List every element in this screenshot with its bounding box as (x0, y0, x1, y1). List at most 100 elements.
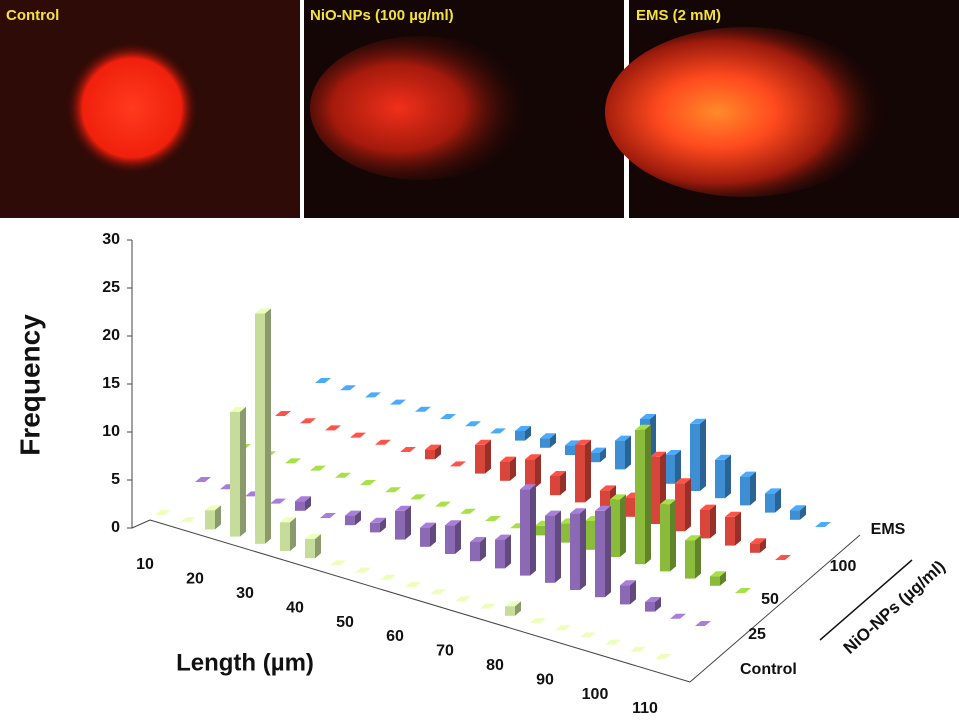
bar (380, 575, 396, 580)
bar (815, 522, 831, 527)
bar-side (695, 535, 701, 578)
bar (325, 425, 341, 430)
bar-front (685, 540, 695, 578)
bar-top (485, 516, 501, 521)
bar (790, 505, 806, 520)
bar-side (485, 440, 491, 474)
bar (595, 506, 611, 597)
panel-label: NiO-NPs (100 µg/ml) (310, 7, 454, 24)
bar (280, 517, 296, 551)
x-tick-label: 70 (436, 643, 454, 660)
bar-side (750, 472, 756, 506)
figure: Control NiO-NPs (100 µg/ml) EMS (2 mM) F… (0, 0, 959, 717)
x-tick-label: 10 (136, 556, 154, 573)
bar-front (645, 602, 655, 612)
bar-top (275, 411, 291, 416)
bar-front (230, 412, 240, 537)
bar (630, 647, 646, 652)
bar-top (410, 494, 426, 499)
bar-top (340, 385, 356, 390)
x-tick-label: 30 (236, 585, 254, 602)
bar-top (695, 621, 711, 626)
bar (375, 440, 391, 445)
bar-top (385, 487, 401, 492)
bar-front (585, 521, 595, 550)
bar (530, 618, 546, 623)
bar (505, 601, 521, 616)
bar-front (520, 489, 530, 575)
bar-side (700, 419, 706, 491)
bar (470, 537, 486, 561)
bar-top (270, 499, 286, 504)
bar-front (790, 510, 800, 520)
bar (350, 433, 366, 438)
x-axis-title: Length (µm) (176, 649, 314, 676)
bar-front (765, 493, 775, 512)
bar-side (735, 512, 741, 546)
bar-top (630, 647, 646, 652)
bar (270, 499, 286, 504)
bar (615, 436, 631, 470)
bar-top (195, 477, 211, 482)
image-panel: Control (0, 0, 300, 218)
bar-front (345, 516, 355, 526)
bar (410, 494, 426, 499)
bar-front (550, 476, 560, 495)
bar-top (440, 414, 456, 419)
bar-front (535, 526, 545, 536)
bar (660, 499, 676, 571)
bar (580, 632, 596, 637)
bar-front (295, 501, 305, 511)
bar-top (285, 458, 301, 463)
bar (310, 466, 326, 471)
bar (520, 484, 536, 575)
bar-top (300, 418, 316, 423)
bar-front (205, 510, 215, 529)
bar-front (280, 522, 290, 551)
bar-front (505, 606, 515, 616)
bar (340, 385, 356, 390)
bar (440, 414, 456, 419)
bar (570, 508, 586, 590)
bar-front (495, 540, 505, 569)
bar-front (545, 516, 555, 583)
bar-top (465, 421, 481, 426)
bar (685, 535, 701, 578)
bar-front (615, 441, 625, 470)
bar (495, 535, 511, 569)
bar-front (500, 462, 510, 481)
bar (715, 455, 731, 498)
bar-top (180, 517, 196, 522)
bar-side (290, 517, 296, 551)
bar-front (625, 498, 635, 517)
bar-top (390, 400, 406, 405)
bar-front (445, 525, 455, 554)
bar-side (535, 454, 541, 488)
bar-top (555, 625, 571, 630)
bar-top (350, 433, 366, 438)
bar (285, 458, 301, 463)
y-tick-label: 10 (102, 423, 120, 440)
bar (400, 447, 416, 452)
bar-top (430, 589, 446, 594)
bar (475, 440, 491, 474)
bar-side (580, 508, 586, 590)
legend-label: Control (740, 661, 797, 678)
bar (545, 511, 561, 583)
bar-top (380, 575, 396, 580)
bar (360, 480, 376, 485)
bar (230, 407, 246, 537)
bar-side (585, 440, 591, 503)
bar (430, 589, 446, 594)
bar-front (660, 504, 670, 571)
bar (725, 512, 741, 546)
bar-top (605, 640, 621, 645)
bar-front (690, 424, 700, 491)
bar-side (670, 499, 676, 571)
bar-top (330, 560, 346, 565)
panel-label: Control (6, 7, 59, 24)
bar-front (420, 528, 430, 547)
bar-top (365, 392, 381, 397)
bar-top (580, 632, 596, 637)
bar-front (560, 523, 570, 542)
